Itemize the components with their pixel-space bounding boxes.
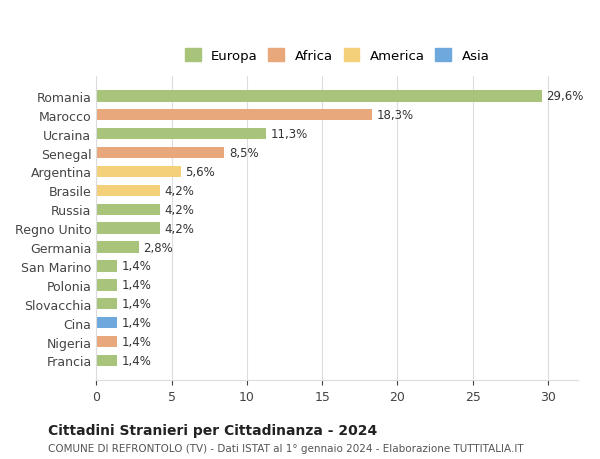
Legend: Europa, Africa, America, Asia: Europa, Africa, America, Asia (181, 45, 494, 67)
Text: 4,2%: 4,2% (164, 203, 194, 216)
Text: 1,4%: 1,4% (122, 279, 152, 292)
Text: 29,6%: 29,6% (547, 90, 584, 103)
Bar (97, 129, 266, 140)
Bar (97, 185, 160, 196)
Bar (97, 242, 139, 253)
Text: Cittadini Stranieri per Cittadinanza - 2024: Cittadini Stranieri per Cittadinanza - 2… (48, 423, 377, 437)
Text: 1,4%: 1,4% (122, 354, 152, 367)
Text: 5,6%: 5,6% (185, 166, 215, 179)
Bar (97, 280, 118, 291)
Text: COMUNE DI REFRONTOLO (TV) - Dati ISTAT al 1° gennaio 2024 - Elaborazione TUTTITA: COMUNE DI REFRONTOLO (TV) - Dati ISTAT a… (48, 443, 524, 453)
Bar (97, 336, 118, 347)
Bar (97, 148, 224, 159)
Text: 2,8%: 2,8% (143, 241, 173, 254)
Bar (97, 355, 118, 366)
Bar (97, 110, 372, 121)
Bar (97, 317, 118, 329)
Bar (97, 223, 160, 235)
Text: 1,4%: 1,4% (122, 335, 152, 348)
Text: 8,5%: 8,5% (229, 147, 259, 160)
Text: 1,4%: 1,4% (122, 260, 152, 273)
Bar (97, 298, 118, 310)
Text: 1,4%: 1,4% (122, 297, 152, 311)
Text: 18,3%: 18,3% (376, 109, 413, 122)
Text: 11,3%: 11,3% (271, 128, 308, 141)
Text: 4,2%: 4,2% (164, 185, 194, 197)
Bar (97, 204, 160, 215)
Bar (97, 91, 542, 102)
Bar (97, 167, 181, 178)
Text: 4,2%: 4,2% (164, 222, 194, 235)
Bar (97, 261, 118, 272)
Text: 1,4%: 1,4% (122, 316, 152, 330)
